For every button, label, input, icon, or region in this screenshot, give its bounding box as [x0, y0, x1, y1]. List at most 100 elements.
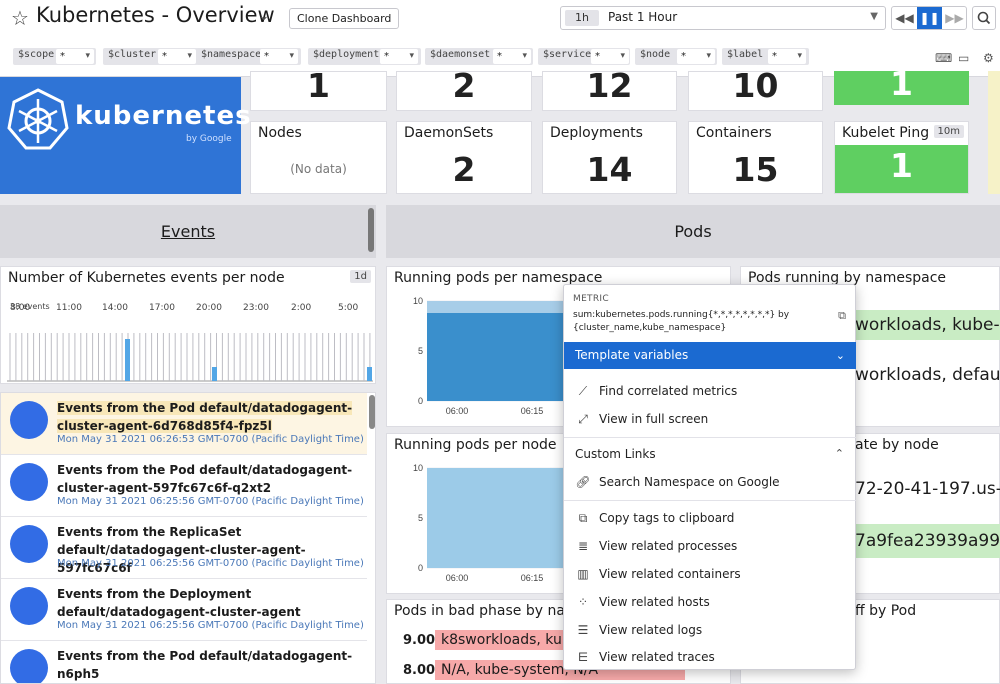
event-time: Mon May 31 2021 06:26:53 GMT-0700 (Pacif… — [57, 434, 364, 445]
related-logs-item[interactable]: ☰ View related logs — [564, 618, 856, 642]
events-list: Events from the Pod default/datadogagent… — [0, 392, 376, 684]
kubernetes-wheel-icon — [7, 88, 69, 150]
kubernetes-wordmark: kubernetes — [75, 101, 252, 131]
containers-widget[interactable]: Containers 15 — [688, 121, 823, 194]
list-item[interactable]: Events from the Pod default/datadogagent… — [1, 393, 367, 455]
gear-icon[interactable]: ⚙ — [983, 51, 994, 65]
event-time: Mon May 31 2021 06:25:56 GMT-0700 (Pacif… — [57, 620, 364, 631]
stat-widget[interactable]: 1 — [834, 64, 969, 105]
deployments-widget[interactable]: Deployments 14 — [542, 121, 677, 194]
scrollbar-thumb[interactable] — [369, 395, 375, 429]
event-time: Mon May 31 2021 06:25:56 GMT-0700 (Pacif… — [57, 558, 364, 569]
template-variables-item[interactable]: Template variables ⌄ — [564, 342, 856, 369]
related-containers-item[interactable]: ▥ View related containers — [564, 562, 856, 586]
copy-icon[interactable]: ⧉ — [838, 309, 846, 322]
chevron-up-icon[interactable]: ⌃ — [834, 447, 844, 460]
list-item[interactable]: Events from the Deployment default/datad… — [1, 579, 367, 641]
clone-dashboard-button[interactable]: Clone Dashboard — [289, 8, 400, 29]
stat-widget[interactable]: 12 — [542, 66, 677, 111]
stat-widget[interactable]: 2 — [396, 66, 532, 111]
custom-links-section[interactable]: Custom Links — [575, 447, 656, 461]
y-axis-label: 38 events — [10, 302, 50, 311]
y-tick-label: 5 — [418, 513, 423, 523]
var-cluster[interactable]: $cluster * — [103, 48, 198, 65]
x-tick-label: 23:00 — [243, 303, 269, 313]
namespace-row: workloads, kube-sy — [841, 310, 1000, 340]
event-bar — [212, 367, 217, 381]
search-button[interactable] — [972, 6, 996, 30]
var-scope[interactable]: $scope * — [13, 48, 96, 65]
event-bar — [367, 367, 372, 381]
x-tick-label: 8:00 — [10, 303, 31, 313]
resize-grip[interactable] — [368, 208, 374, 252]
trend-icon: ⟋ — [578, 384, 588, 398]
related-hosts-item[interactable]: ⁘ View related hosts — [564, 590, 856, 614]
event-bar — [125, 339, 130, 381]
ping-status-fill — [835, 145, 968, 193]
nodes-widget[interactable]: Nodes (No data) — [250, 121, 387, 194]
bad-phase-value: 8.00 — [403, 663, 436, 678]
copy-icon: ⧉ — [578, 511, 588, 525]
page-title: Kubernetes - Overview — [36, 3, 275, 27]
var-label[interactable]: $label * — [722, 48, 809, 65]
var-daemonset[interactable]: $daemonset * — [425, 48, 533, 65]
related-processes-item[interactable]: ≣ View related processes — [564, 534, 856, 558]
by-google-text: by Google — [186, 134, 232, 144]
pause-icon[interactable]: ❚❚ — [917, 7, 942, 29]
kubernetes-icon — [10, 525, 48, 563]
kubelet-ping-widget[interactable]: Kubelet Ping 10m 1 — [834, 121, 969, 194]
var-namespace[interactable]: $namespace * — [196, 48, 301, 65]
copy-tags-item[interactable]: ⧉ Copy tags to clipboard — [564, 506, 856, 530]
chevron-down-icon[interactable]: ⌄ — [258, 8, 270, 24]
daemonsets-widget[interactable]: DaemonSets 2 — [396, 121, 532, 194]
star-icon[interactable]: ☆ — [11, 6, 29, 30]
kubernetes-icon — [10, 649, 48, 683]
related-traces-item[interactable]: ⋿ View related traces — [564, 645, 856, 669]
dashboard-header: ☆ Kubernetes - Overview ⌄ Clone Dashboar… — [0, 0, 1000, 77]
var-service[interactable]: $service * — [538, 48, 630, 65]
var-deployment[interactable]: $deployment * — [308, 48, 421, 65]
playback-controls: ◀◀ ❚❚ ▶▶ — [891, 6, 967, 30]
time-chip: 1h — [565, 10, 599, 26]
metric-query: sum:kubernetes.pods.running{*,*,*,*,*,*,… — [573, 310, 790, 333]
events-group-header[interactable]: Events — [0, 205, 376, 258]
full-screen-item[interactable]: ⤢ View in full screen — [564, 407, 856, 431]
event-title: Events from the ReplicaSet default/datad… — [57, 525, 306, 575]
x-tick-label: 20:00 — [196, 303, 222, 313]
y-tick-label: 0 — [418, 396, 423, 406]
events-per-node-widget[interactable]: Number of Kubernetes events per node 1d … — [0, 266, 376, 384]
chevron-down-icon: ⌄ — [835, 349, 845, 362]
containers-icon: ▥ — [577, 567, 589, 581]
find-correlated-metrics-item[interactable]: ⟋ Find correlated metrics — [564, 379, 856, 403]
node-row: 7a9fea23939a99d, — [841, 524, 1000, 558]
namespace-row: workloads, default — [855, 365, 1000, 385]
processes-icon: ≣ — [577, 539, 589, 553]
x-tick-label: 11:00 — [56, 303, 82, 313]
rewind-icon[interactable]: ◀◀ — [895, 11, 914, 25]
x-tick-label: 5:00 — [338, 303, 359, 313]
graph-context-menu: METRIC sum:kubernetes.pods.running{*,*,*… — [563, 284, 856, 670]
list-item[interactable]: Events from the ReplicaSet default/datad… — [1, 517, 367, 579]
x-tick-label: 14:00 — [102, 303, 128, 313]
time-selector[interactable]: 1h Past 1 Hour ▼ — [560, 6, 886, 30]
hosts-icon: ⁘ — [577, 595, 589, 609]
list-item[interactable]: Events from the Pod default/datadogagent… — [1, 641, 367, 683]
y-tick-label: 10 — [413, 463, 423, 473]
search-namespace-item[interactable]: 🔗︎ Search Namespace on Google — [564, 470, 856, 494]
monitor-icon[interactable]: ▭ — [958, 51, 970, 65]
stat-widget[interactable]: 10 — [688, 66, 823, 111]
bad-phase-value: 9.00 — [403, 633, 436, 648]
stat-widget[interactable]: 1 — [250, 66, 387, 111]
events-timeline — [7, 333, 373, 382]
y-tick-label: 5 — [418, 346, 423, 356]
partial-widget — [988, 71, 1000, 194]
list-item[interactable]: Events from the Pod default/datadogagent… — [1, 455, 367, 517]
logs-icon: ☰ — [577, 623, 589, 637]
var-node[interactable]: $node * — [635, 48, 717, 65]
keyboard-icon[interactable]: ⌨ — [935, 51, 953, 65]
forward-icon[interactable]: ▶▶ — [945, 11, 964, 25]
menu-heading: METRIC — [573, 294, 609, 304]
expand-icon: ⤢ — [578, 412, 588, 426]
event-title: Events from the Deployment default/datad… — [57, 587, 301, 619]
traces-icon: ⋿ — [577, 650, 589, 664]
